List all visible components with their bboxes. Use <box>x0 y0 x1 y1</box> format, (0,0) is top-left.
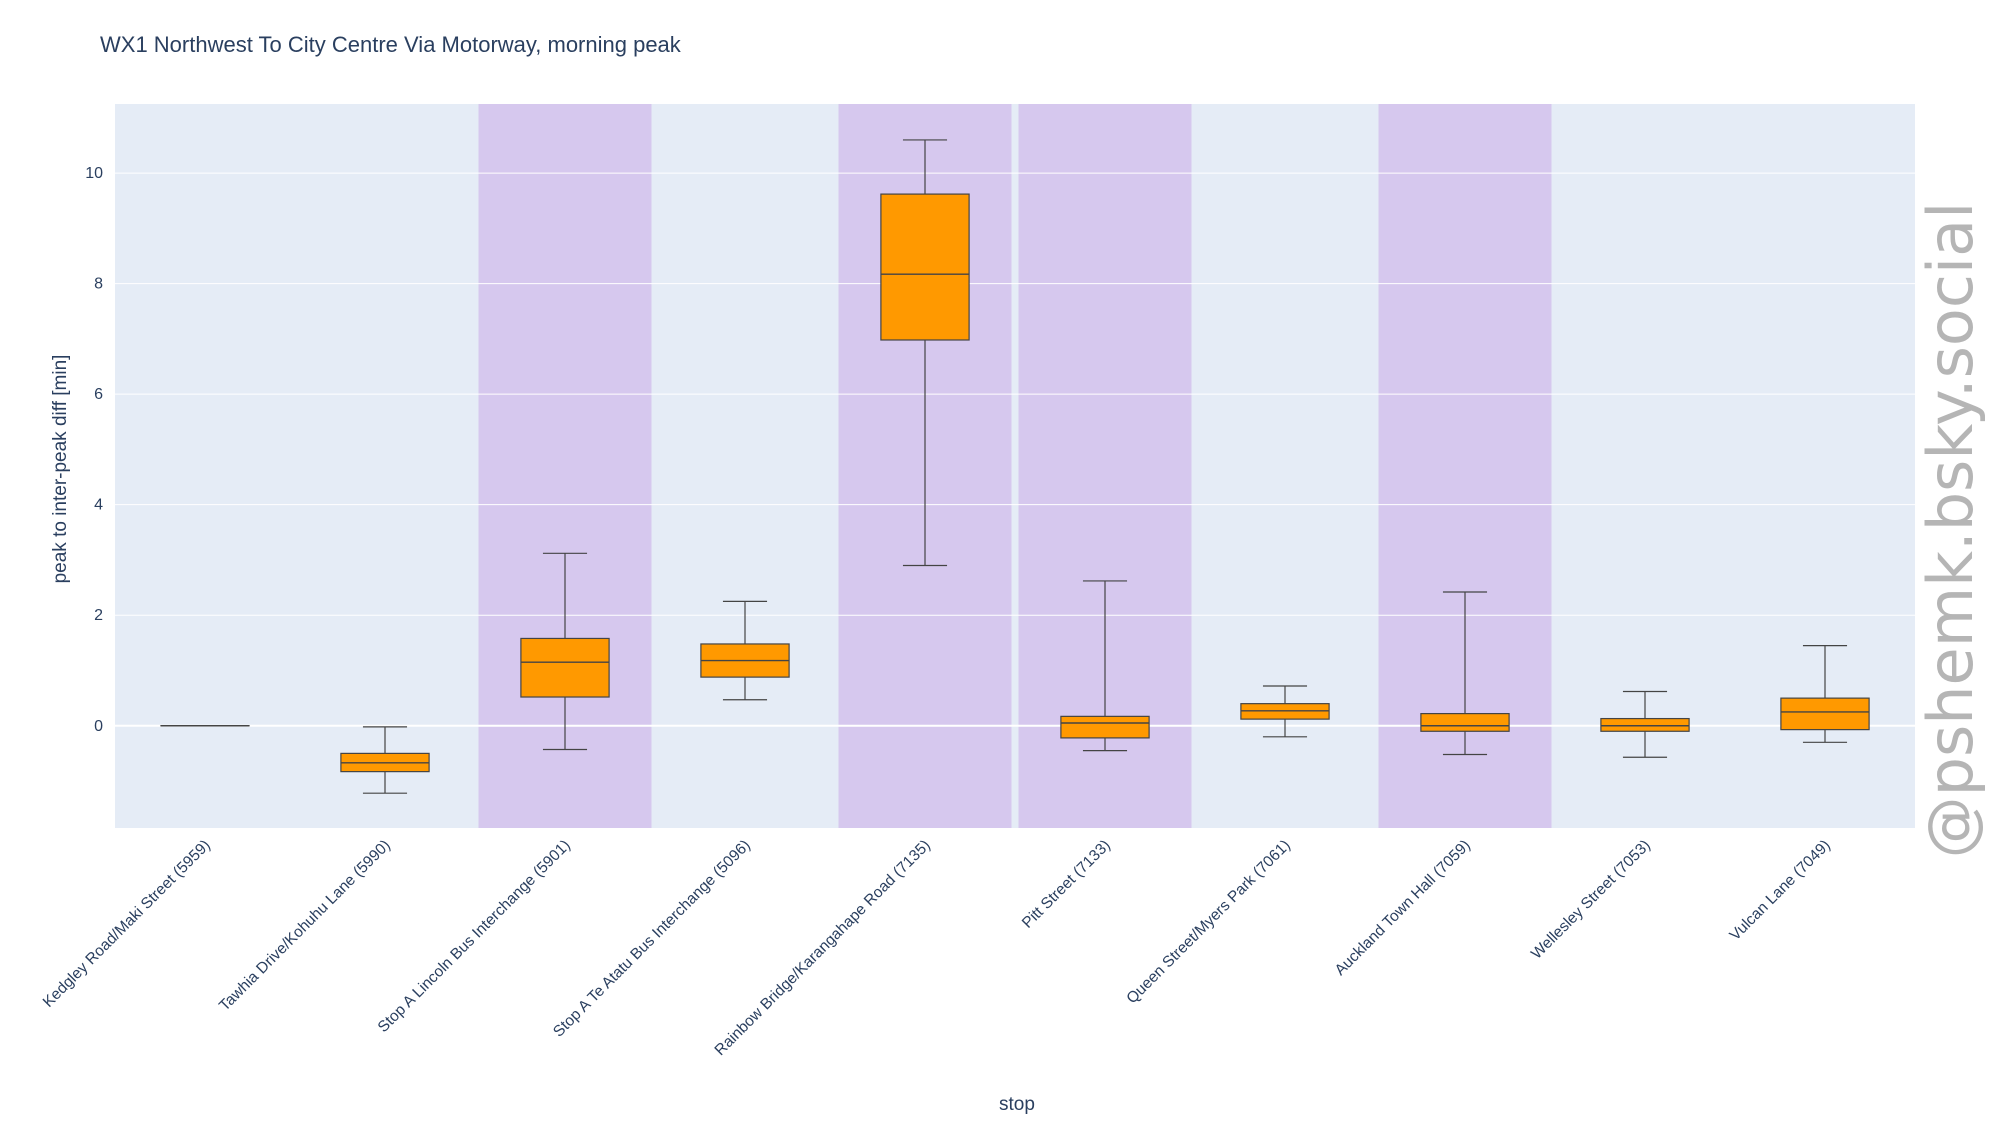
x-tick-label: Queen Street/Myers Park (7061) <box>1123 837 1293 1007</box>
y-axis-title: peak to inter-peak diff [min] <box>50 355 71 584</box>
x-tick-label: Kedgley Road/Maki Street (5959) <box>40 837 214 1011</box>
chart-title: WX1 Northwest To City Centre Via Motorwa… <box>100 32 682 57</box>
y-tick-label: 4 <box>94 497 103 514</box>
box-body <box>1420 712 1510 732</box>
box-body <box>520 637 610 698</box>
x-tick-label: Pitt Street (7133) <box>1019 837 1114 932</box>
x-tick-label: Tawhia Drive/Kohuhu Lane (5990) <box>216 837 394 1015</box>
x-tick-label: Vulcan Lane (7049) <box>1727 837 1834 944</box>
x-axis-title: stop <box>999 1094 1035 1115</box>
box-body <box>880 193 970 341</box>
plot-background <box>115 104 1915 828</box>
x-tick-label: Stop A Te Atatu Bus Interchange (5096) <box>550 837 754 1041</box>
x-tick-label: Rainbow Bridge/Karangahape Road (7135) <box>712 837 934 1059</box>
x-tick-label: Auckland Town Hall (7059) <box>1332 837 1474 979</box>
y-tick-label: 8 <box>94 276 103 293</box>
plot-area: 0 2 4 6 8 10 Kedgley Road/Maki Street (5959) Ta… <box>40 104 1915 1059</box>
box-body <box>1600 717 1690 732</box>
box-body <box>1780 697 1870 731</box>
watermark: @pshemk.bsky.social <box>1914 202 1987 859</box>
x-tick-label: Wellesley Street (7053) <box>1528 837 1654 963</box>
y-tick-label: 2 <box>94 607 103 624</box>
y-tick-label: 10 <box>85 165 103 182</box>
x-tick-label: Stop A Lincoln Bus Interchange (5901) <box>375 837 574 1036</box>
y-tick-label: 0 <box>94 718 103 735</box>
box-body <box>1060 715 1150 739</box>
y-tick-label: 6 <box>94 386 103 403</box>
